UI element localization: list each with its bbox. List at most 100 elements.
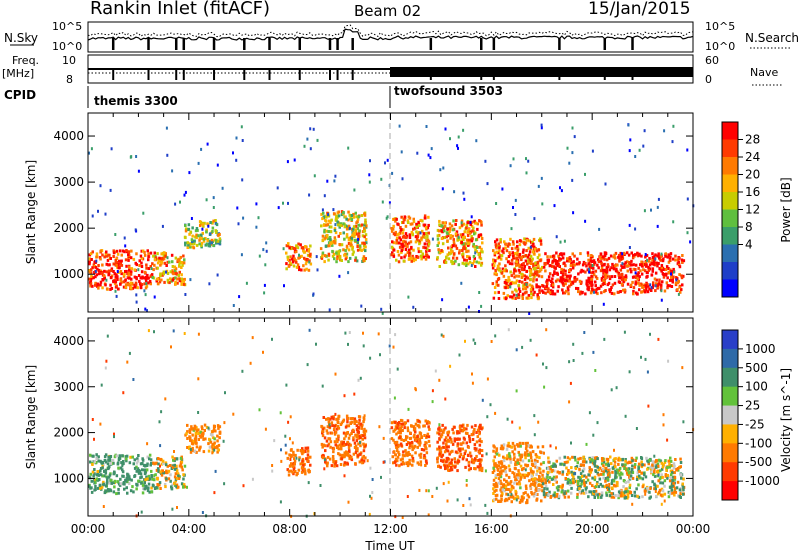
- power-echo-cell: [561, 271, 565, 275]
- velocity-echo-cell: [517, 444, 520, 448]
- power-echo-cell: [505, 269, 508, 273]
- power-echo-cell: [497, 268, 501, 272]
- power-y-label: Slant Range [km]: [24, 160, 38, 264]
- power-echo-cell: [532, 273, 536, 277]
- power-echo-cell: [444, 127, 447, 131]
- power-echo-cell: [452, 238, 455, 242]
- power-echo-cell: [625, 251, 629, 255]
- power-echo-cell: [189, 230, 192, 234]
- power-echo-cell: [594, 269, 598, 273]
- power-echo-cell: [621, 277, 624, 281]
- velocity-echo-cell: [571, 455, 574, 459]
- velocity-echo-cell: [664, 473, 668, 477]
- power-echo-cell: [390, 253, 393, 257]
- velocity-echo-cell: [519, 458, 522, 462]
- power-echo-cell: [315, 255, 318, 259]
- velocity-echo-cell: [90, 486, 93, 490]
- velocity-echo-cell: [574, 467, 578, 470]
- velocity-echo-cell: [674, 490, 678, 494]
- velocity-echo-cell: [212, 427, 216, 431]
- velocity-echo-cell: [320, 425, 324, 429]
- velocity-echo-cell: [619, 476, 622, 480]
- power-echo-cell: [600, 262, 603, 265]
- nsearch-trace: [87, 24, 694, 38]
- power-echo-cell: [120, 280, 123, 284]
- velocity-echo-cell: [352, 452, 356, 456]
- power-echo-cell: [578, 261, 581, 265]
- velocity-echo-cell: [492, 469, 496, 473]
- velocity-echo-cell: [628, 460, 631, 464]
- power-echo-cell: [486, 182, 489, 186]
- power-echo-cell: [125, 249, 128, 252]
- velocity-echo-cell: [657, 490, 661, 494]
- velocity-echo-cell: [326, 431, 329, 435]
- velocity-echo-cell: [395, 423, 399, 427]
- power-echo-cell: [618, 276, 621, 280]
- velocity-echo-cell: [653, 474, 657, 478]
- velocity-echo-cell: [626, 496, 629, 500]
- velocity-echo-cell: [179, 456, 183, 460]
- power-echo-cell: [338, 243, 341, 246]
- velocity-echo-cell: [513, 466, 517, 470]
- velocity-echo-cell: [391, 455, 394, 459]
- velocity-echo-cell: [553, 491, 556, 495]
- power-echo-cell: [101, 286, 104, 290]
- power-echo-cell: [437, 248, 440, 252]
- power-echo-cell: [188, 171, 191, 175]
- velocity-echo-cell: [584, 491, 588, 495]
- power-echo-cell: [619, 290, 622, 293]
- velocity-echo-cell: [177, 485, 180, 489]
- power-echo-cell: [462, 242, 465, 246]
- velocity-echo-cell: [462, 504, 465, 507]
- power-echo-cell: [480, 220, 483, 224]
- velocity-echo-cell: [500, 444, 503, 448]
- power-echo-cell: [678, 265, 682, 269]
- velocity-echo-cell: [544, 484, 548, 488]
- power-echo-cell: [622, 288, 625, 292]
- power-echo-cell: [329, 238, 332, 242]
- power-echo-cell: [340, 210, 344, 214]
- velocity-echo-cell: [654, 487, 657, 490]
- power-echo-cell: [516, 253, 519, 257]
- velocity-echo-cell: [577, 484, 580, 488]
- power-echo-cell: [182, 282, 186, 286]
- power-echo-cell: [506, 279, 509, 283]
- velocity-echo-cell: [581, 474, 584, 478]
- power-echo-cell: [524, 241, 528, 245]
- velocity-echo-cell: [530, 459, 534, 463]
- power-echo-cell: [403, 244, 406, 248]
- power-echo-cell: [457, 135, 460, 139]
- power-echo-cell: [105, 254, 108, 258]
- power-echo-cell: [502, 247, 505, 251]
- velocity-echo-cell: [371, 491, 374, 494]
- velocity-echo-cell: [558, 456, 562, 460]
- velocity-echo-cell: [614, 471, 617, 474]
- power-echo-cell: [285, 267, 288, 271]
- velocity-echo-cell: [501, 447, 504, 451]
- velocity-echo-cell: [91, 470, 95, 474]
- power-echo-cell: [590, 284, 593, 287]
- velocity-echo-cell: [478, 468, 481, 472]
- power-echo-cell: [561, 256, 565, 260]
- power-echo-cell: [532, 293, 535, 297]
- power-echo-cell: [462, 128, 465, 132]
- velocity-echo-cell: [663, 460, 667, 464]
- power-echo-cell: [668, 284, 672, 288]
- velocity-echo-cell: [397, 450, 400, 454]
- velocity-echo-cell: [502, 459, 506, 463]
- velocity-echo-cell: [121, 464, 124, 468]
- velocity-echo-cell: [397, 444, 400, 448]
- velocity-echo-cell: [643, 463, 646, 467]
- velocity-echo-cell: [459, 442, 463, 446]
- power-echo-cell: [445, 256, 448, 260]
- velocity-echo-cell: [614, 494, 617, 497]
- velocity-echo-cell: [585, 475, 588, 479]
- velocity-echo-cell: [603, 337, 606, 341]
- velocity-echo-cell: [394, 453, 397, 457]
- velocity-echo-cell: [359, 440, 361, 444]
- velocity-echo-cell: [472, 461, 475, 465]
- power-echo-cell: [287, 242, 290, 246]
- power-echo-cell: [587, 262, 590, 266]
- velocity-echo-cell: [461, 429, 464, 433]
